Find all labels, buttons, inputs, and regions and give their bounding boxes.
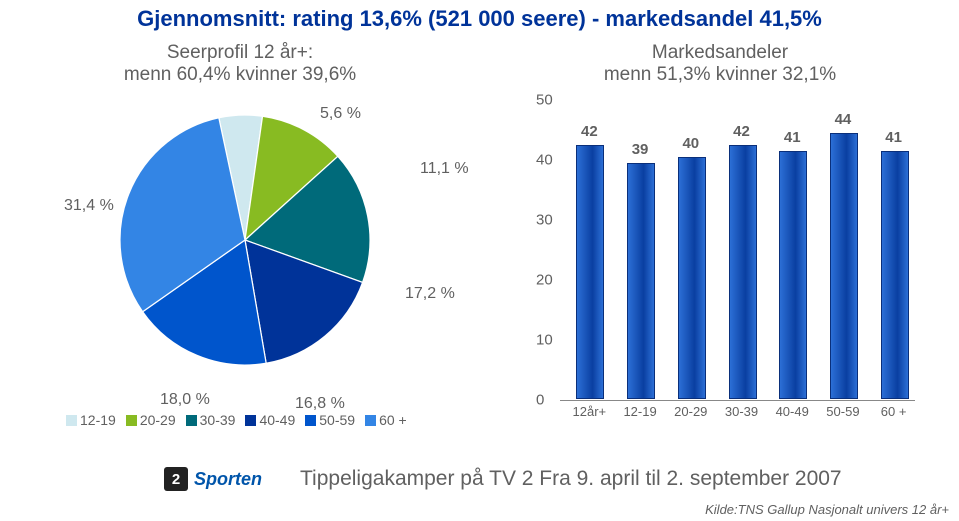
- bar-fill: [779, 151, 807, 399]
- y-tick-label: 20: [536, 272, 553, 289]
- bar-value-label: 39: [627, 141, 653, 158]
- y-tick-label: 40: [536, 152, 553, 169]
- legend-label: 60 +: [379, 412, 407, 428]
- bar: 41: [881, 151, 907, 399]
- legend-label: 12-19: [80, 412, 116, 428]
- y-tick-label: 10: [536, 332, 553, 349]
- legend-item: 12-19: [66, 412, 116, 428]
- legend-label: 40-49: [259, 412, 295, 428]
- pie-subtitle-line1: Seerprofil 12 år+:: [167, 42, 313, 63]
- legend-swatch: [126, 415, 137, 426]
- pie-slice-label: 5,6 %: [320, 105, 361, 123]
- source-text: Kilde:TNS Gallup Nasjonalt univers 12 år…: [705, 502, 949, 517]
- x-tick-label: 12-19: [615, 404, 665, 419]
- bar: 42: [576, 145, 602, 399]
- x-tick-label: 12år+: [564, 404, 614, 419]
- page-title: Gjennomsnitt: rating 13,6% (521 000 seer…: [0, 0, 959, 32]
- legend-swatch: [66, 415, 77, 426]
- bar-subtitle: Markedsandeler menn 51,3% kvinner 32,1%: [560, 42, 880, 86]
- x-tick-label: 50-59: [818, 404, 868, 419]
- bar: 40: [678, 157, 704, 399]
- channel-logo: 2 Sporten: [164, 467, 262, 491]
- legend-item: 60 +: [365, 412, 407, 428]
- bar-chart: 010203040504212år+3912-194020-294230-394…: [530, 100, 930, 420]
- y-tick-label: 0: [536, 392, 544, 409]
- legend-label: 50-59: [319, 412, 355, 428]
- bar-subtitle-line1: Markedsandeler: [652, 42, 788, 63]
- legend-label: 20-29: [140, 412, 176, 428]
- x-tick-label: 20-29: [666, 404, 716, 419]
- pie-chart: 5,6 %11,1 %17,2 %16,8 %18,0 %31,4 %: [60, 105, 440, 405]
- bar-value-label: 41: [881, 129, 907, 146]
- bar-fill: [881, 151, 909, 399]
- legend-item: 20-29: [126, 412, 176, 428]
- footer-caption: Tippeligakamper på TV 2 Fra 9. april til…: [300, 467, 842, 491]
- pie-slice-label: 17,2 %: [405, 285, 455, 303]
- x-tick-label: 60 +: [869, 404, 919, 419]
- bar: 42: [729, 145, 755, 399]
- x-tick-label: 30-39: [717, 404, 767, 419]
- bar-fill: [729, 145, 757, 399]
- pie-slice-label: 16,8 %: [295, 395, 345, 413]
- legend-label: 30-39: [200, 412, 236, 428]
- bar-value-label: 40: [678, 135, 704, 152]
- pie-subtitle-line2: menn 60,4% kvinner 39,6%: [124, 64, 356, 85]
- legend-swatch: [365, 415, 376, 426]
- pie-slice-label: 18,0 %: [160, 391, 210, 409]
- pie-slice-label: 11,1 %: [420, 160, 469, 178]
- y-tick-label: 30: [536, 212, 553, 229]
- bar-value-label: 42: [729, 123, 755, 140]
- x-tick-label: 40-49: [767, 404, 817, 419]
- bar: 44: [830, 133, 856, 399]
- y-tick-label: 50: [536, 92, 553, 109]
- bar-fill: [627, 163, 655, 399]
- legend-item: 50-59: [305, 412, 355, 428]
- bar-plot: 010203040504212år+3912-194020-294230-394…: [560, 100, 915, 401]
- bar: 41: [779, 151, 805, 399]
- bar-value-label: 44: [830, 111, 856, 128]
- bar-value-label: 41: [779, 129, 805, 146]
- bar-subtitle-line2: menn 51,3% kvinner 32,1%: [604, 64, 836, 85]
- bar-fill: [678, 157, 706, 399]
- legend-swatch: [186, 415, 197, 426]
- legend-item: 30-39: [186, 412, 236, 428]
- bar: 39: [627, 163, 653, 399]
- logo-text: Sporten: [194, 469, 262, 490]
- legend-swatch: [305, 415, 316, 426]
- bar-fill: [576, 145, 604, 399]
- legend-item: 40-49: [245, 412, 295, 428]
- pie-legend: 12-19 20-29 30-39 40-49 50-59 60 +: [66, 412, 407, 428]
- bar-fill: [830, 133, 858, 399]
- pie-subtitle: Seerprofil 12 år+: menn 60,4% kvinner 39…: [100, 42, 380, 86]
- bar-value-label: 42: [576, 123, 602, 140]
- pie-slice-label: 31,4 %: [64, 197, 114, 215]
- pie-svg: [120, 115, 370, 365]
- logo-number: 2: [164, 467, 188, 491]
- legend-swatch: [245, 415, 256, 426]
